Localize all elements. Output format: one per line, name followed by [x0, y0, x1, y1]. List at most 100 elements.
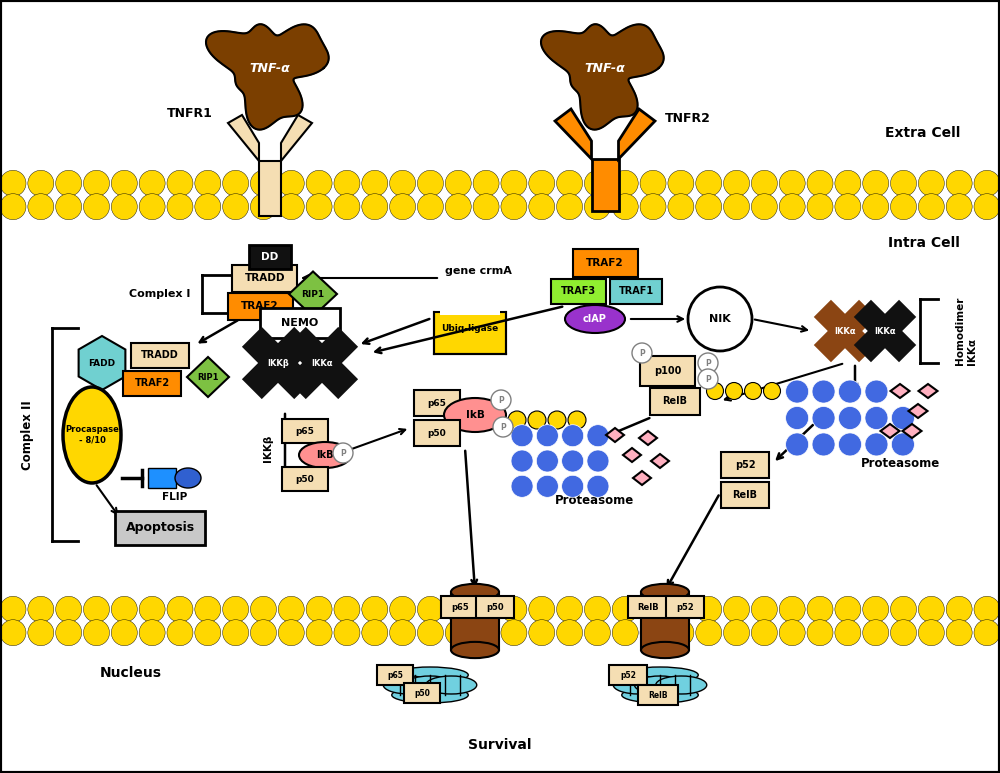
Circle shape — [83, 620, 109, 645]
Circle shape — [807, 170, 833, 196]
Circle shape — [473, 596, 499, 622]
Text: RelB: RelB — [648, 690, 668, 700]
Circle shape — [865, 407, 888, 430]
Circle shape — [744, 383, 762, 400]
Text: TNF-α: TNF-α — [585, 62, 625, 74]
Circle shape — [223, 194, 249, 220]
Circle shape — [946, 596, 972, 622]
Ellipse shape — [392, 687, 468, 703]
Ellipse shape — [426, 676, 477, 694]
Circle shape — [688, 287, 752, 351]
Circle shape — [835, 170, 861, 196]
Circle shape — [28, 194, 54, 220]
Circle shape — [668, 596, 694, 622]
Circle shape — [529, 596, 555, 622]
Circle shape — [838, 433, 862, 456]
Bar — [638, 685, 678, 705]
Circle shape — [56, 170, 82, 196]
Circle shape — [501, 194, 527, 220]
Circle shape — [612, 194, 638, 220]
Bar — [592, 159, 618, 211]
Circle shape — [584, 194, 610, 220]
Circle shape — [812, 433, 835, 456]
Text: DD: DD — [261, 252, 279, 262]
Text: NEMO: NEMO — [281, 318, 319, 328]
Circle shape — [891, 170, 917, 196]
Circle shape — [587, 450, 609, 472]
Circle shape — [0, 620, 26, 645]
Polygon shape — [651, 454, 669, 468]
Circle shape — [584, 170, 610, 196]
Circle shape — [278, 620, 304, 645]
Circle shape — [668, 194, 694, 220]
Circle shape — [668, 170, 694, 196]
Circle shape — [167, 596, 193, 622]
Circle shape — [445, 194, 471, 220]
Ellipse shape — [299, 442, 351, 468]
Circle shape — [473, 170, 499, 196]
Circle shape — [640, 194, 666, 220]
Circle shape — [167, 170, 193, 196]
Ellipse shape — [622, 687, 698, 703]
Bar — [609, 665, 647, 685]
Text: Proteasome: Proteasome — [860, 457, 940, 469]
Text: NIK: NIK — [709, 314, 731, 324]
Circle shape — [250, 596, 276, 622]
Circle shape — [891, 596, 917, 622]
Circle shape — [779, 620, 805, 645]
Circle shape — [812, 380, 835, 403]
Bar — [641, 592, 689, 650]
Polygon shape — [281, 115, 312, 161]
Circle shape — [56, 596, 82, 622]
Bar — [404, 683, 440, 703]
Bar — [610, 278, 662, 304]
Polygon shape — [228, 115, 259, 161]
Circle shape — [612, 170, 638, 196]
Circle shape — [445, 620, 471, 645]
Bar — [123, 370, 181, 396]
Circle shape — [807, 194, 833, 220]
Text: p65: p65 — [451, 602, 469, 611]
Circle shape — [640, 596, 666, 622]
Circle shape — [223, 620, 249, 645]
Circle shape — [111, 620, 137, 645]
Circle shape — [306, 620, 332, 645]
Circle shape — [946, 194, 972, 220]
Bar — [282, 467, 328, 491]
Circle shape — [501, 170, 527, 196]
Circle shape — [640, 170, 666, 196]
Circle shape — [946, 170, 972, 196]
Circle shape — [28, 620, 54, 645]
Bar — [451, 592, 499, 650]
Circle shape — [696, 194, 722, 220]
Polygon shape — [918, 384, 938, 398]
Bar — [628, 596, 668, 618]
Circle shape — [508, 411, 526, 429]
Circle shape — [362, 620, 388, 645]
Circle shape — [548, 411, 566, 429]
Text: IKKβ: IKKβ — [267, 359, 289, 367]
Circle shape — [557, 596, 583, 622]
Circle shape — [445, 596, 471, 622]
Circle shape — [612, 620, 638, 645]
Circle shape — [417, 170, 443, 196]
Circle shape — [726, 383, 742, 400]
Text: Survival: Survival — [468, 738, 532, 752]
Bar — [148, 468, 176, 488]
Circle shape — [473, 194, 499, 220]
Circle shape — [838, 380, 862, 403]
Circle shape — [139, 620, 165, 645]
Polygon shape — [908, 404, 928, 418]
Polygon shape — [814, 300, 876, 363]
Bar — [414, 390, 460, 416]
Circle shape — [167, 620, 193, 645]
Ellipse shape — [451, 584, 499, 600]
Circle shape — [835, 596, 861, 622]
Text: IKKα: IKKα — [874, 326, 896, 335]
Circle shape — [306, 194, 332, 220]
Polygon shape — [881, 424, 900, 438]
Circle shape — [417, 620, 443, 645]
Circle shape — [445, 170, 471, 196]
Text: Complex II: Complex II — [22, 400, 35, 470]
Bar — [282, 419, 328, 443]
